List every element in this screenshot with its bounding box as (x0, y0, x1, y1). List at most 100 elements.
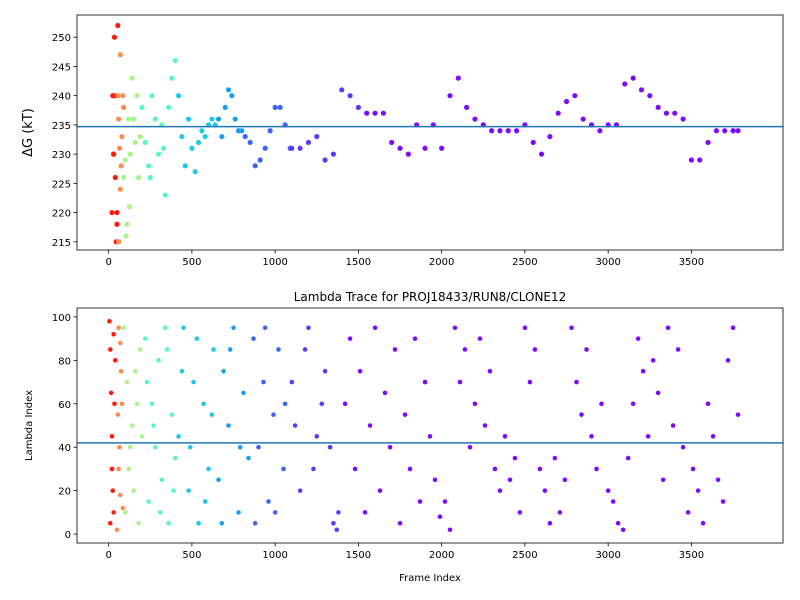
point (331, 520, 336, 526)
point (172, 57, 178, 64)
point (537, 466, 543, 472)
point (195, 139, 202, 146)
point (513, 128, 520, 134)
y-tick-label: 225 (52, 179, 71, 190)
point (127, 444, 133, 450)
point (447, 527, 453, 533)
point (182, 163, 188, 169)
point (122, 157, 128, 163)
point (497, 488, 503, 493)
point (151, 423, 156, 428)
point (377, 488, 383, 493)
point (251, 336, 256, 341)
point (185, 116, 192, 122)
point (305, 139, 312, 146)
point (297, 488, 303, 493)
point (620, 527, 626, 533)
point (120, 93, 126, 99)
point (302, 347, 308, 352)
point (160, 145, 167, 151)
point (472, 116, 478, 122)
point (252, 520, 258, 526)
y-tick-label: 220 (52, 209, 71, 220)
point (505, 128, 511, 134)
point (357, 368, 363, 374)
point (697, 157, 703, 163)
point (166, 520, 171, 526)
y-tick-label: 245 (52, 62, 71, 73)
point (256, 444, 261, 450)
point (110, 488, 116, 493)
point (108, 390, 114, 396)
point (407, 466, 413, 472)
point (532, 347, 538, 352)
point (572, 93, 578, 99)
point (422, 379, 428, 385)
x-tick-label: 2000 (429, 257, 454, 268)
point (109, 209, 115, 216)
y-tick-label: 80 (58, 356, 71, 367)
point (119, 133, 125, 140)
point (202, 133, 208, 140)
point (427, 434, 433, 439)
point (232, 116, 238, 122)
point (114, 527, 120, 533)
y-tick-label: 250 (52, 33, 71, 44)
point (179, 368, 185, 374)
point (625, 455, 631, 461)
point (236, 510, 241, 515)
point (121, 174, 127, 181)
point (206, 466, 211, 472)
point (557, 510, 563, 515)
point (211, 347, 216, 352)
point (131, 116, 137, 122)
point (538, 151, 545, 157)
point (144, 379, 150, 385)
point (157, 510, 163, 515)
x-tick-label: 0 (105, 257, 111, 268)
axes-frame (76, 14, 784, 251)
point (112, 401, 117, 407)
point (136, 174, 142, 181)
point (241, 390, 246, 396)
x-tick-label: 1500 (346, 257, 371, 268)
point (121, 104, 127, 110)
point (116, 116, 122, 122)
point (472, 401, 478, 407)
chart-title: Lambda Trace for PROJ18433/RUN8/CLONE12 (294, 290, 567, 304)
point (638, 87, 645, 93)
point (146, 499, 151, 504)
point (522, 325, 528, 331)
point (487, 368, 493, 374)
point (276, 347, 281, 352)
point (630, 75, 636, 81)
point (117, 340, 123, 346)
point (339, 87, 345, 93)
point (216, 477, 221, 483)
point (314, 434, 320, 439)
point (257, 157, 263, 163)
point (145, 163, 152, 169)
point (129, 423, 135, 428)
point (688, 157, 695, 163)
point (237, 444, 243, 450)
point (272, 510, 278, 515)
point (455, 75, 461, 81)
point (139, 104, 145, 110)
point (713, 128, 719, 134)
point (116, 239, 122, 245)
point (149, 401, 155, 407)
point (156, 358, 161, 363)
point (319, 401, 325, 407)
point (690, 466, 696, 472)
point (209, 116, 215, 122)
point (367, 423, 373, 428)
point (725, 358, 731, 363)
point (196, 520, 201, 526)
point (715, 477, 721, 483)
point (289, 379, 295, 385)
point (209, 412, 215, 417)
point (111, 34, 118, 40)
point (176, 434, 181, 439)
y-tick-label: 40 (58, 443, 71, 454)
